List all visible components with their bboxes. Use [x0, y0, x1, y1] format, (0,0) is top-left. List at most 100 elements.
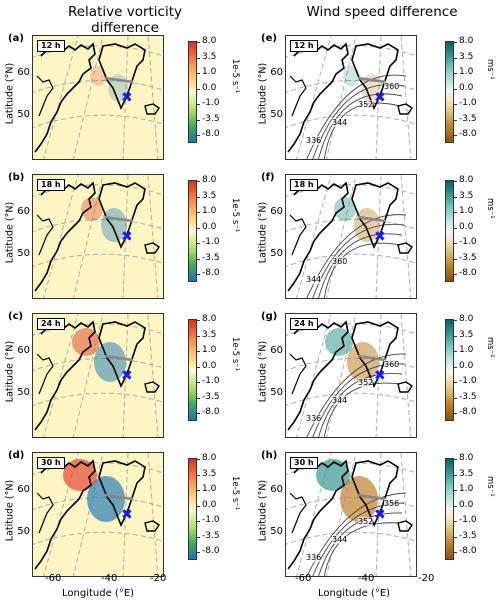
colorbar-tick-h-3: 0.0	[452, 499, 474, 510]
y-axis-label-b: Latitude (°N)	[4, 201, 16, 264]
coastline-labrador	[289, 492, 307, 534]
colorbar-tick-d-4: -1.0	[196, 515, 220, 525]
contour-label-f-1: 360	[332, 257, 348, 266]
cross-marker: ✖	[121, 229, 133, 245]
coastline-canada	[34, 181, 96, 292]
coastline-labrador	[289, 214, 307, 256]
colorbar-unit-b: 1e-5 s⁻¹	[230, 198, 240, 233]
colorbar-unit-e: ms⁻¹	[485, 59, 495, 80]
y-tick-g-0: 60	[270, 345, 283, 356]
coastline-greenland	[98, 182, 146, 249]
coastline-greenland	[351, 460, 399, 527]
colorbar-tick-d-0: 8.0	[195, 453, 217, 463]
coastline-iceland	[397, 520, 413, 532]
positive-anomaly	[90, 66, 106, 86]
y-axis-label-d: Latitude (°N)	[4, 479, 16, 542]
colorbar-unit-c: 1e-5 s⁻¹	[230, 337, 240, 372]
coastline-iceland	[144, 381, 160, 393]
time-box-g: 24 h	[290, 318, 318, 330]
positive-anomaly	[334, 197, 356, 221]
colorbar-unit-g: ms⁻¹	[485, 337, 495, 358]
colorbar-tick-a-0: 8.0	[195, 36, 217, 46]
cross-marker: ✖	[121, 90, 133, 106]
colorbar-tick-f-5: -3.5	[453, 252, 477, 263]
lat-lon-grid	[33, 36, 163, 159]
map-panel-f: ✖ 18 h 344 360	[285, 174, 417, 299]
colorbar-tick-e-1: 3.5	[452, 51, 474, 62]
contour-label-h-0: 336	[306, 553, 322, 562]
colorbar-e	[445, 41, 454, 143]
cross-section-line	[104, 215, 134, 223]
panel-label-d: (d)	[8, 450, 25, 461]
time-box-d: 30 h	[37, 457, 65, 469]
coastline-iceland	[144, 242, 160, 254]
colorbar-tick-g-6: -8.0	[453, 407, 477, 417]
positive-anomaly	[81, 197, 103, 221]
left-column-title: Relative vorticity difference	[67, 4, 183, 36]
x-axis-label-left: Longitude (°E)	[62, 588, 135, 599]
coastline-canada	[34, 42, 96, 153]
x-axis-label-right: Longitude (°E)	[318, 588, 391, 599]
panel-label-h: (h)	[261, 450, 278, 461]
colorbar-tick-d-6: -8.0	[196, 546, 220, 556]
contour-label-h-2: 352	[358, 517, 374, 526]
colorbar-tick-f-2: 1.0	[452, 206, 474, 216]
contour-label-g-0: 336	[306, 414, 322, 423]
colorbar-h	[445, 458, 454, 560]
coastline-canada	[287, 320, 349, 431]
map-svg-e: ✖	[286, 36, 416, 159]
colorbar-d	[188, 458, 197, 560]
map-panel-h: ✖ 30 h 336 344 352 356	[285, 452, 417, 577]
colorbar-tick-f-6: -8.0	[453, 268, 477, 278]
colorbar-tick-d-2: 1.0	[195, 484, 217, 494]
time-box-f: 18 h	[290, 179, 318, 191]
colorbar-tick-a-3: 0.0	[195, 82, 217, 93]
map-panel-a: ✖ 12 h	[32, 35, 164, 160]
colorbar-tick-h-5: -3.5	[453, 530, 477, 541]
x-tick-right-2: -40	[358, 573, 375, 584]
coastline-iceland	[397, 381, 413, 393]
colorbar-tick-h-0: 8.0	[452, 453, 474, 463]
colorbar-tick-d-1: 3.5	[195, 468, 217, 479]
map-svg-h: ✖	[286, 453, 416, 576]
right-column-title: Wind speed difference	[306, 4, 458, 20]
y-axis-label-e: Latitude (°N)	[257, 62, 269, 125]
y-axis-label-h: Latitude (°N)	[257, 479, 269, 542]
y-axis-label-c: Latitude (°N)	[4, 340, 16, 403]
colorbar-tick-c-2: 1.0	[195, 345, 217, 355]
colorbar-tick-b-1: 3.5	[195, 190, 217, 201]
x-tick-right-3: -20	[418, 573, 435, 584]
coastline-canada	[34, 320, 96, 431]
contour-label-h-3: 356	[384, 499, 400, 508]
contour-label-g-2: 352	[358, 378, 374, 387]
positive-anomaly	[63, 459, 97, 491]
colorbar-tick-f-3: 0.0	[452, 221, 474, 232]
coastline-labrador	[289, 75, 307, 117]
map-panel-g: ✖ 24 h 336 344 352 360	[285, 313, 417, 438]
y-tick-h-0: 60	[270, 484, 283, 495]
colorbar-tick-g-2: 1.0	[452, 345, 474, 355]
map-svg-b: ✖	[33, 175, 163, 298]
coastline-greenland	[351, 182, 399, 249]
y-tick-f-1: 50	[270, 248, 283, 259]
colorbar-tick-g-4: -1.0	[453, 376, 477, 386]
map-svg-d: ✖	[33, 453, 163, 576]
panel-label-g: (g)	[261, 311, 278, 322]
colorbar-unit-f: ms⁻¹	[485, 198, 495, 219]
coastline-greenland	[351, 43, 399, 110]
panel-label-f: (f)	[261, 172, 275, 183]
colorbar-tick-b-5: -3.5	[196, 252, 220, 263]
colorbar-tick-g-5: -3.5	[453, 391, 477, 402]
x-tick-left-2: -40	[101, 573, 118, 584]
cross-section-line	[104, 354, 134, 362]
colorbar-tick-e-6: -8.0	[453, 129, 477, 139]
time-box-h: 30 h	[290, 457, 318, 469]
x-tick-right-1: -60	[295, 573, 312, 584]
cross-section-line	[357, 215, 387, 223]
colorbar-tick-g-1: 3.5	[452, 329, 474, 340]
colorbar-tick-e-0: 8.0	[452, 36, 474, 46]
positive-anomaly	[316, 459, 350, 491]
x-tick-left-3: -20	[150, 573, 167, 584]
contour-label-e-2: 352	[358, 100, 374, 109]
colorbar-tick-b-0: 8.0	[195, 175, 217, 185]
